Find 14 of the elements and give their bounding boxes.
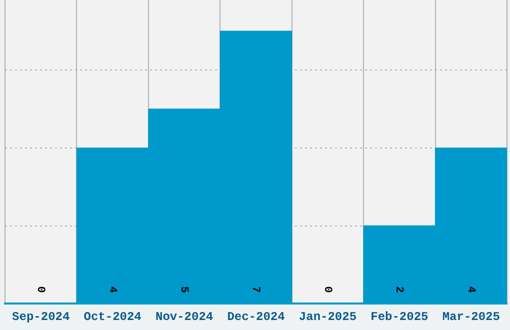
x-tick-label: Oct-2024 <box>84 310 142 324</box>
data-label: 7 <box>249 286 262 293</box>
data-label: 0 <box>320 286 333 293</box>
x-tick-label: Jan-2025 <box>298 310 357 324</box>
data-label: 4 <box>464 286 476 294</box>
data-label: 4 <box>106 286 118 294</box>
x-tick-label: Dec-2024 <box>227 310 285 324</box>
data-label: 0 <box>34 286 46 293</box>
x-tick-label: Mar-2025 <box>442 310 500 324</box>
x-tick-label: Feb-2025 <box>370 310 428 324</box>
data-label: 5 <box>178 286 190 294</box>
x-tick-label: Sep-2024 <box>12 310 70 324</box>
x-tick-label: Nov-2024 <box>155 310 214 324</box>
data-label: 2 <box>392 286 405 293</box>
